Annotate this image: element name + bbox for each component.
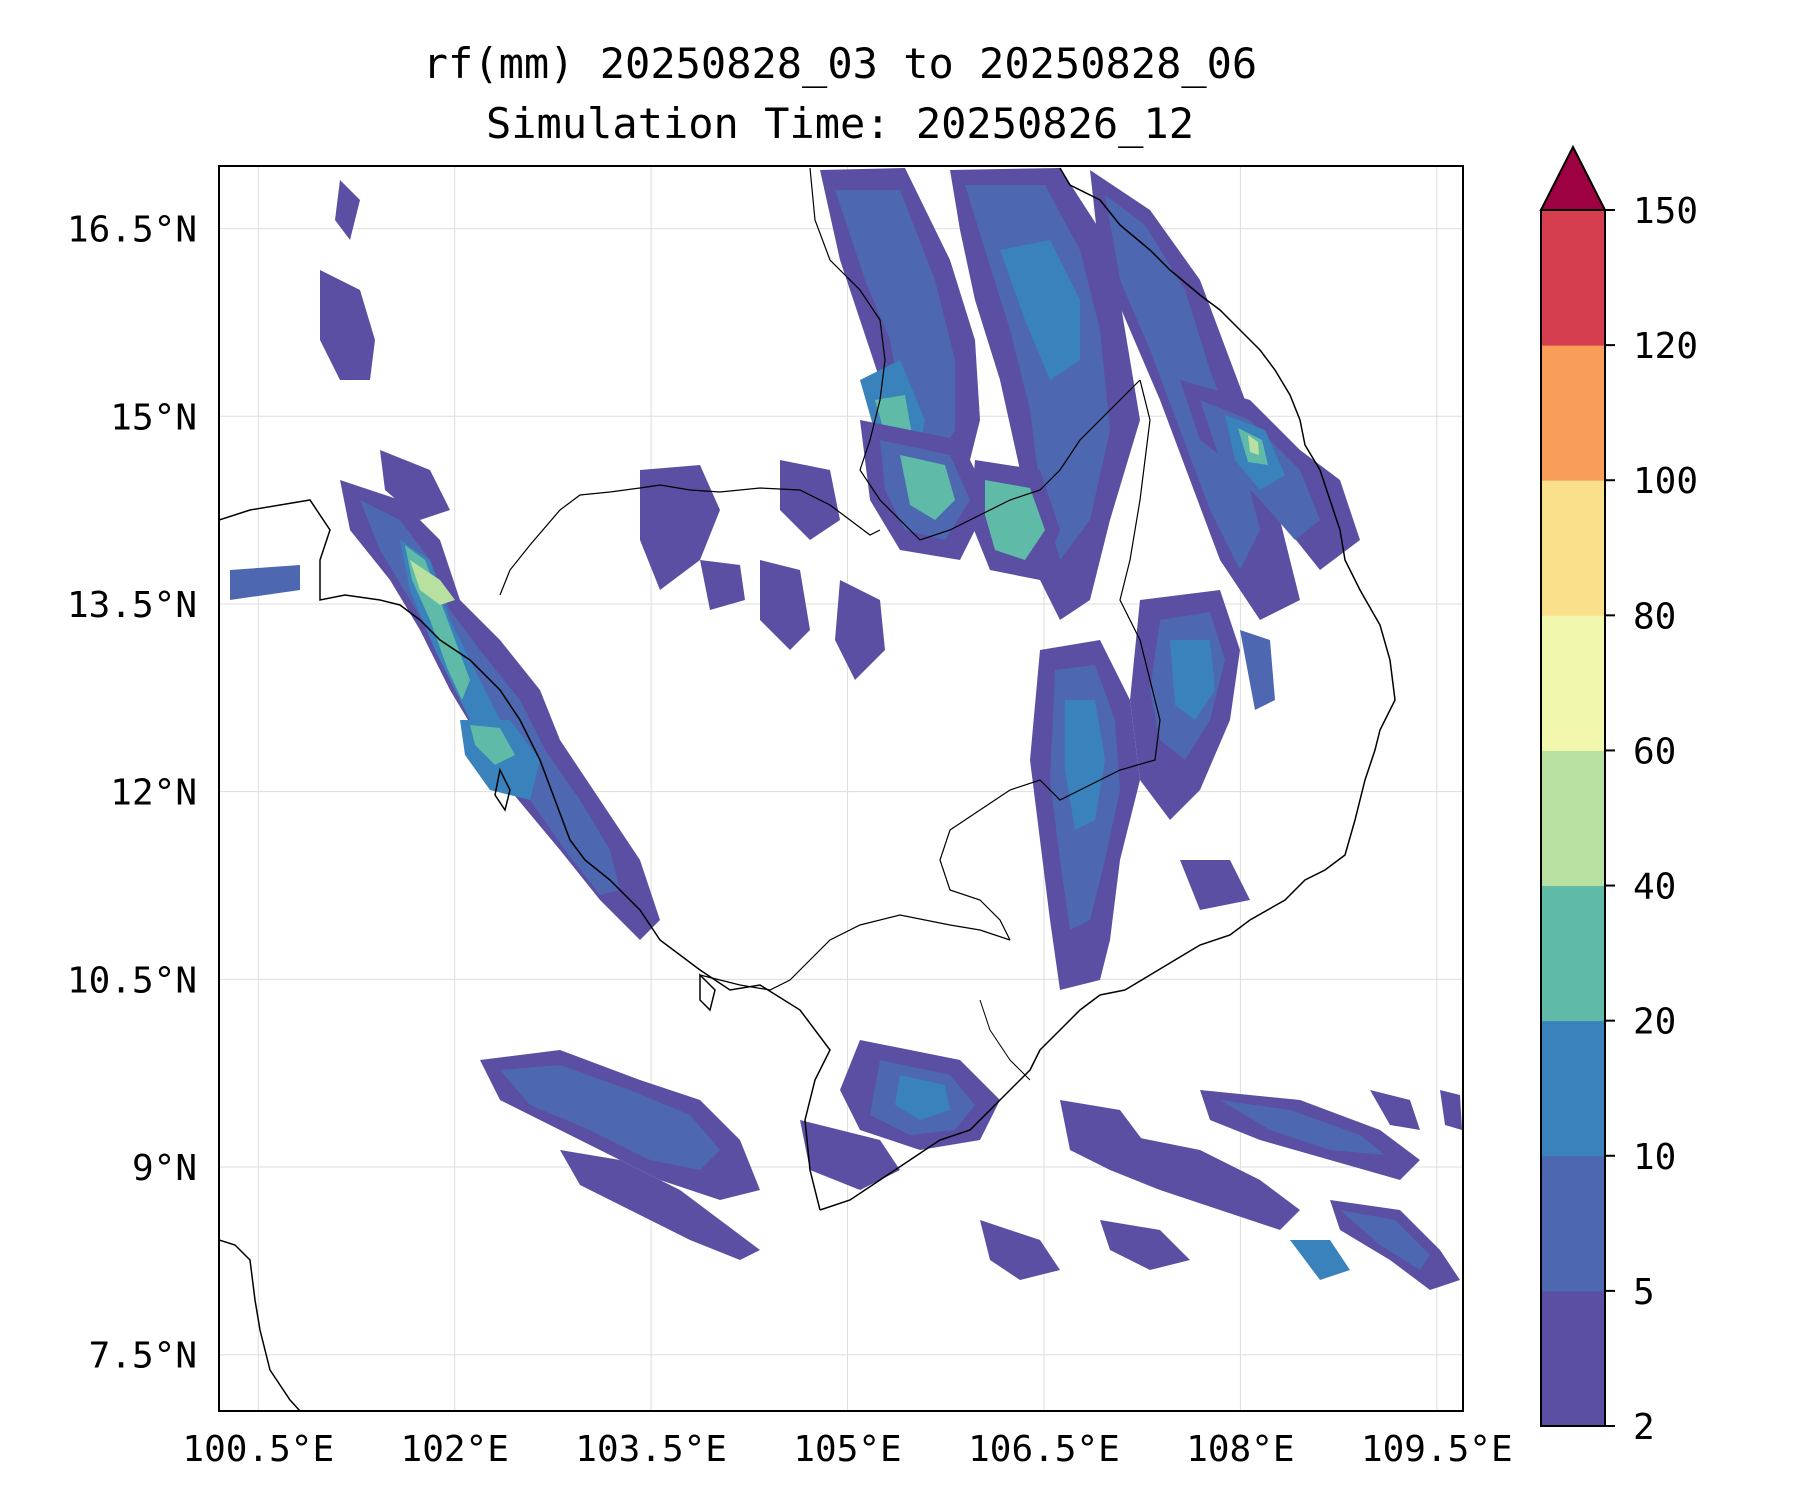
colorbar-segment <box>1541 1020 1605 1157</box>
lon-tick-label: 100.5°E <box>182 1429 334 1470</box>
colorbar: 2 5 10 20 40 60 80 100 120 150 <box>1539 144 1698 1448</box>
lat-tick-label: 9°N <box>132 1148 197 1189</box>
colorbar-tick-label: 5 <box>1633 1272 1655 1313</box>
coastline-mainland-east <box>1059 167 1396 991</box>
island-phu-quoc <box>699 973 716 1012</box>
colorbar-frame <box>1540 209 1606 1427</box>
colorbar-tick-label: 120 <box>1633 326 1698 367</box>
lat-tick-label: 12°N <box>110 773 197 814</box>
map-area <box>219 166 1463 1411</box>
rain-band-north <box>820 168 1360 620</box>
colorbar-segment <box>1541 210 1605 346</box>
colorbar-tick-label: 40 <box>1633 867 1676 908</box>
coastline-west-gulf <box>219 499 831 1211</box>
border-thailand-cambodia <box>499 484 881 596</box>
colorbar-tick-label: 80 <box>1633 596 1676 637</box>
country-borders <box>499 167 1161 1081</box>
coastline-peninsula <box>219 1239 301 1411</box>
colorbar-tick-label: 100 <box>1633 461 1698 502</box>
colorbar-segment <box>1541 345 1605 481</box>
colorbar-tick-label: 150 <box>1633 191 1698 232</box>
border-laos-vietnam <box>809 167 1141 541</box>
latitude-tick-labels: 16.5°N 15°N 13.5°N 12°N 10.5°N 9°N 7.5°N <box>67 210 197 1377</box>
colorbar-segment <box>1541 750 1605 887</box>
lat-tick-label: 7.5°N <box>89 1336 197 1377</box>
island-koh-kong <box>494 767 511 812</box>
lon-tick-label: 102°E <box>401 1429 509 1470</box>
colorbar-segment <box>1541 480 1605 616</box>
colorbar-segment <box>1541 885 1605 1022</box>
lon-tick-label: 103.5°E <box>575 1429 727 1470</box>
coastlines <box>219 167 1396 1411</box>
rain-band-west <box>230 180 660 940</box>
rain-cells-central <box>640 420 1060 680</box>
map-frame <box>218 165 1464 1412</box>
longitude-tick-labels: 100.5°E 102°E 103.5°E 105°E 106.5°E 108°E 109.… <box>182 1429 1512 1470</box>
colorbar-segment <box>1541 1155 1605 1292</box>
colorbar-tick-label: 2 <box>1633 1407 1655 1448</box>
rain-band-south <box>480 1040 1462 1290</box>
rain-band-east <box>1030 590 1275 990</box>
lon-tick-label: 108°E <box>1186 1429 1294 1470</box>
colorbar-segment <box>1541 1290 1605 1427</box>
colorbar-extend-max <box>1539 144 1607 211</box>
border-cambodia-south <box>739 914 1011 991</box>
title-line-2: Simulation Time: 20250826_12 <box>486 99 1194 148</box>
colorbar-tick-label: 20 <box>1633 1002 1676 1043</box>
colorbar-tick-label: 60 <box>1633 731 1676 772</box>
border-cambodia-vietnam <box>939 379 1161 941</box>
lon-tick-label: 105°E <box>793 1429 901 1470</box>
title-line-1: rf(mm) 20250828_03 to 20250828_06 <box>423 39 1257 88</box>
river-mekong <box>979 999 1031 1081</box>
lat-tick-label: 13.5°N <box>67 585 197 626</box>
colorbar-segment <box>1541 615 1605 751</box>
lat-tick-label: 16.5°N <box>67 210 197 251</box>
lon-tick-label: 109.5°E <box>1361 1429 1513 1470</box>
border-cambodia-vietnam-south <box>699 974 741 986</box>
lat-tick-label: 10.5°N <box>67 960 197 1001</box>
colorbar-tick-label: 10 <box>1633 1137 1676 1178</box>
coastline-delta <box>819 989 1126 1211</box>
rainfall-contours <box>230 168 1462 1290</box>
lat-tick-label: 15°N <box>110 397 197 438</box>
lon-tick-label: 106.5°E <box>968 1429 1120 1470</box>
